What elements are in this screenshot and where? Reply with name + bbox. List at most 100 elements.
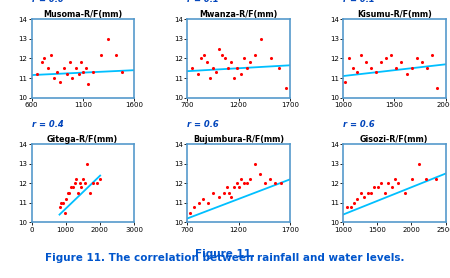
Point	[219, 52, 226, 57]
Point	[364, 191, 371, 195]
Point	[118, 70, 125, 75]
Point	[251, 162, 258, 166]
Point	[57, 80, 64, 84]
Point	[378, 181, 385, 186]
Point	[243, 181, 251, 186]
Point	[195, 201, 202, 205]
Point	[231, 76, 238, 80]
Point	[235, 185, 243, 190]
Point	[78, 185, 85, 190]
Point	[384, 181, 392, 186]
Point	[398, 60, 405, 64]
Point	[382, 56, 390, 61]
Point	[234, 181, 241, 186]
Point	[82, 66, 90, 70]
Point	[72, 177, 80, 182]
Point	[71, 181, 78, 186]
Point	[354, 70, 361, 75]
Point	[243, 66, 250, 70]
Point	[77, 60, 84, 64]
Title: Gitega-R/F(mm): Gitega-R/F(mm)	[47, 135, 118, 143]
Point	[33, 72, 40, 76]
Point	[194, 72, 201, 76]
Point	[216, 46, 223, 51]
Point	[434, 86, 441, 90]
Point	[282, 86, 289, 90]
Point	[61, 210, 68, 215]
Point	[246, 177, 253, 182]
Point	[372, 70, 379, 75]
Point	[215, 195, 222, 199]
Point	[199, 197, 207, 201]
Point	[343, 205, 351, 209]
Point	[54, 70, 61, 75]
Point	[220, 191, 227, 195]
Point	[418, 60, 426, 64]
Text: r = 0.6: r = 0.6	[343, 120, 375, 129]
Point	[79, 70, 86, 75]
Point	[47, 52, 54, 57]
Point	[66, 191, 73, 195]
Point	[351, 201, 358, 205]
Point	[350, 66, 357, 70]
Point	[409, 177, 416, 182]
Point	[413, 56, 420, 61]
Point	[68, 185, 75, 190]
Point	[225, 66, 232, 70]
Point	[388, 185, 395, 190]
Title: Mwanza-R/F(mm): Mwanza-R/F(mm)	[199, 10, 278, 19]
Point	[64, 72, 71, 76]
Point	[347, 205, 354, 209]
Point	[241, 181, 248, 186]
Point	[69, 76, 76, 80]
Text: Figure 11. The correlation between rainfall and water levels.: Figure 11. The correlation between rainf…	[45, 253, 405, 263]
Point	[74, 191, 81, 195]
Point	[428, 52, 436, 57]
Point	[277, 181, 284, 186]
Point	[422, 177, 429, 182]
Point	[81, 181, 88, 186]
Point	[203, 60, 210, 64]
Point	[227, 195, 234, 199]
Point	[403, 72, 410, 76]
Point	[408, 66, 415, 70]
Point	[205, 201, 212, 205]
Text: Figure 11. The correlation between rainfall and water levels.: Figure 11. The correlation between rainf…	[45, 249, 405, 259]
Point	[240, 56, 247, 61]
Point	[209, 66, 216, 70]
Point	[387, 52, 395, 57]
Point	[58, 201, 65, 205]
Point	[371, 185, 378, 190]
Point	[50, 76, 58, 80]
Title: Musoma-R/F(mm): Musoma-R/F(mm)	[43, 10, 122, 19]
Point	[40, 56, 47, 61]
Point	[187, 210, 194, 215]
Point	[56, 205, 63, 209]
Point	[357, 191, 364, 195]
Point	[401, 191, 409, 195]
Point	[197, 56, 204, 61]
Point	[69, 185, 76, 190]
Point	[75, 72, 82, 76]
Point	[44, 66, 51, 70]
Point	[189, 66, 196, 70]
Point	[225, 191, 232, 195]
Point	[267, 177, 274, 182]
Point	[432, 177, 440, 182]
Point	[256, 172, 264, 176]
Point	[38, 60, 45, 64]
Point	[228, 60, 235, 64]
Title: Gisozi-R/F(mm): Gisozi-R/F(mm)	[360, 135, 428, 143]
Title: Bujumbura-R/F(mm): Bujumbura-R/F(mm)	[193, 135, 284, 143]
Point	[84, 82, 91, 86]
Point	[98, 52, 105, 57]
Point	[362, 60, 369, 64]
Point	[238, 177, 245, 182]
Point	[67, 60, 74, 64]
Point	[360, 195, 368, 199]
Point	[415, 162, 423, 166]
Point	[61, 66, 68, 70]
Point	[90, 181, 97, 186]
Point	[64, 191, 71, 195]
Title: Kisumu-R/F(mm): Kisumu-R/F(mm)	[357, 10, 432, 19]
